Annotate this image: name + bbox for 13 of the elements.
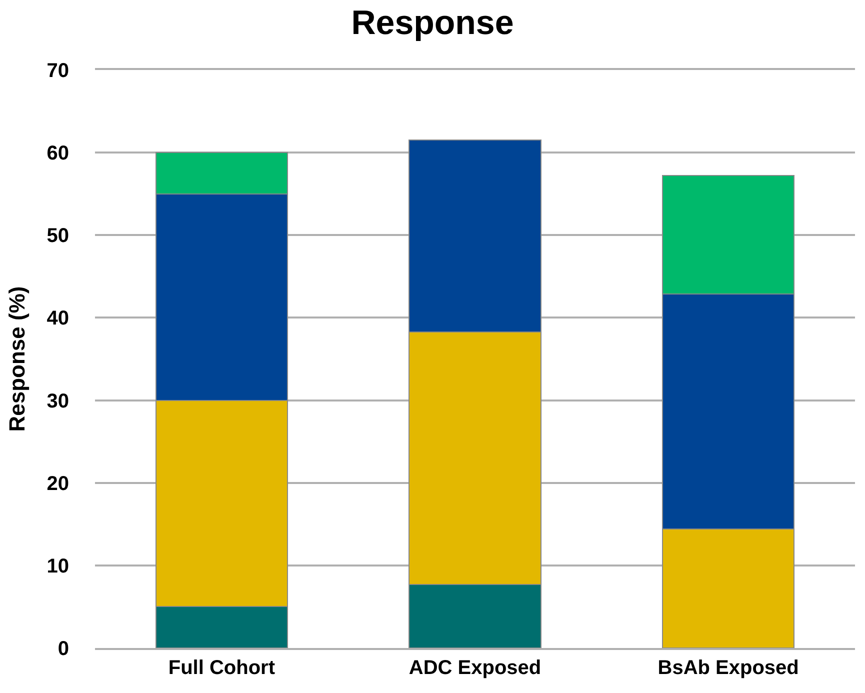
x-tick-label: ADC Exposed — [408, 657, 542, 679]
y-tick-label: 30 — [46, 390, 69, 412]
x-tick-label: BsAb Exposed — [658, 657, 799, 679]
y-tick-label: 60 — [46, 142, 69, 165]
y-axis-title: Response (%) — [4, 286, 30, 432]
y-tick-label: 70 — [46, 60, 69, 82]
chart-title: Response — [351, 4, 514, 42]
y-tick-label: 0 — [58, 638, 69, 660]
y-tick-label: 20 — [46, 472, 69, 495]
x-tick-label: Full Cohort — [168, 657, 276, 679]
y-tick-label: 50 — [46, 225, 69, 248]
y-tick-label: 40 — [46, 308, 69, 330]
y-tick-label: 10 — [46, 555, 69, 578]
